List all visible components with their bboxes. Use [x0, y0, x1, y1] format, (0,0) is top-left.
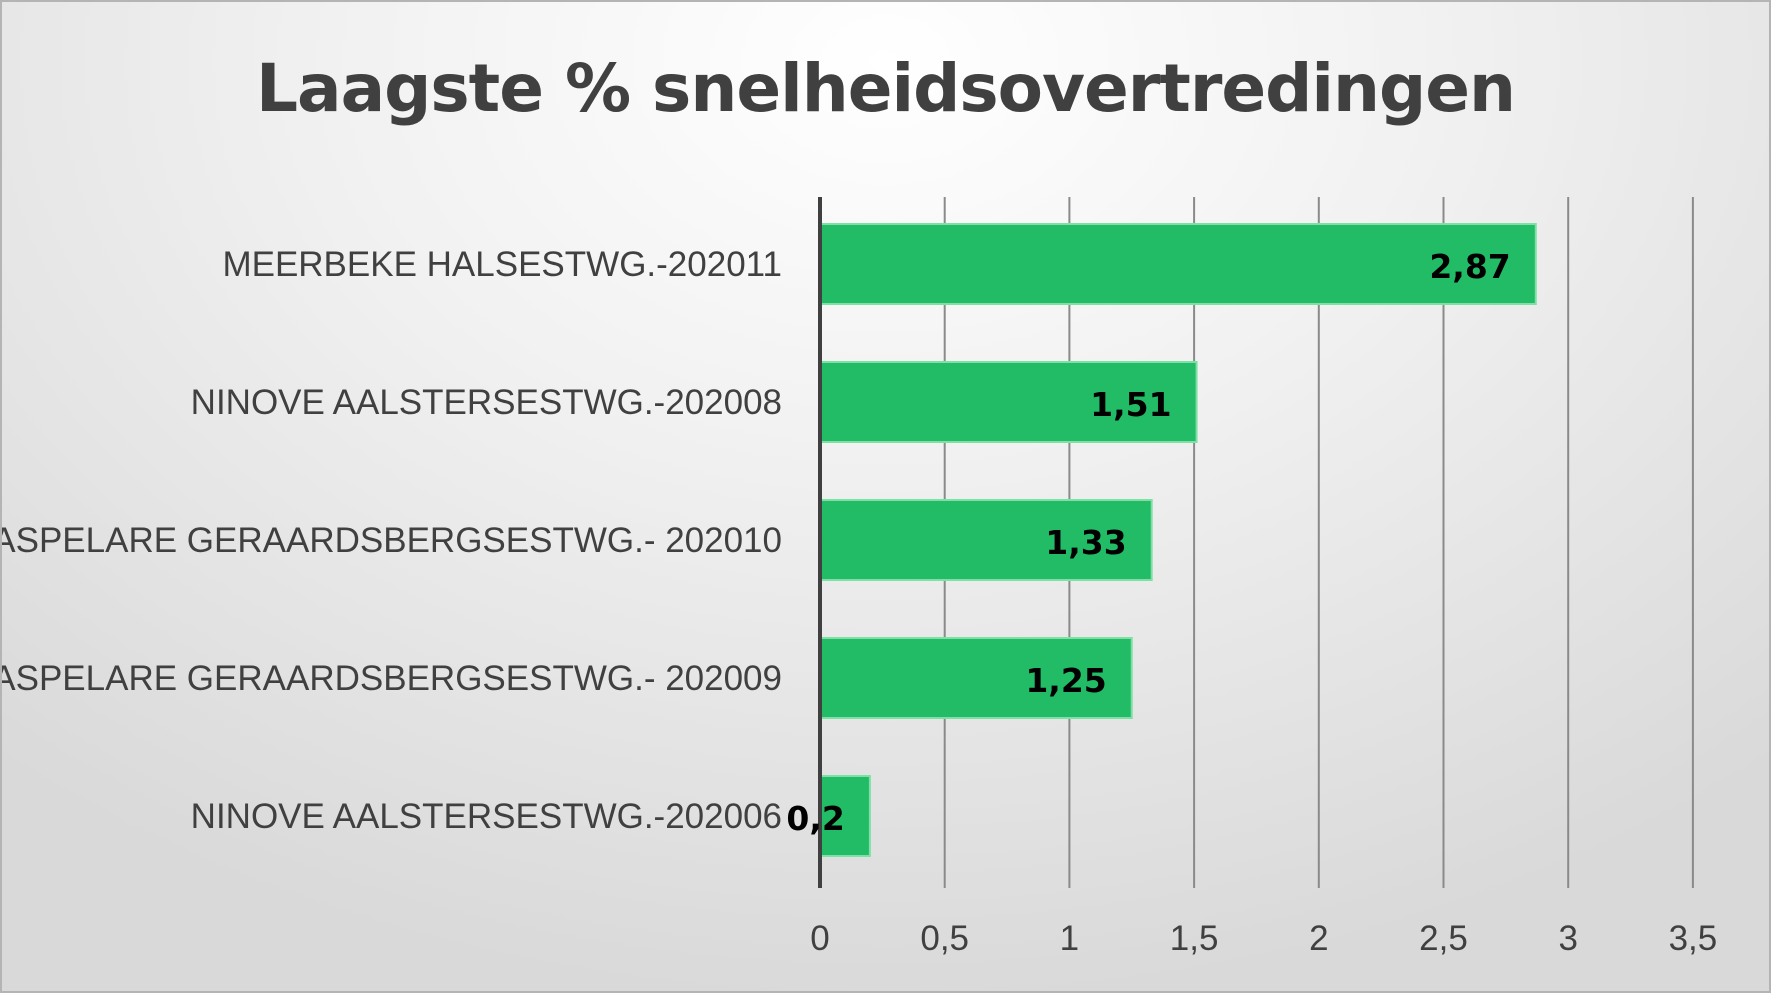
bar-0	[819, 223, 1537, 305]
x-tick-label-3: 1,5	[1170, 919, 1219, 958]
category-labels: MEERBEKE HALSESTWG.-202011 NINOVE AALSTER…	[2, 245, 782, 836]
chart-title: Laagste % snelheidsovertredingen	[256, 50, 1516, 127]
category-label-2: ASPELARE GERAARDSBERGSESTWG.- 202010	[2, 521, 782, 560]
x-tick-label-5: 2,5	[1419, 919, 1468, 958]
x-tick-label-1: 0,5	[920, 919, 969, 958]
category-label-0: MEERBEKE HALSESTWG.-202011	[222, 245, 782, 284]
value-label-1: 1,51	[1090, 385, 1171, 424]
category-label-3: ASPELARE GERAARDSBERGSESTWG.- 202009	[2, 659, 782, 698]
value-labels: 2,87 1,51 1,33 1,25 0,2	[786, 247, 1510, 838]
x-tick-labels: 0 0,5 1 1,5 2 2,5 3 3,5	[810, 919, 1717, 958]
value-label-3: 1,25	[1025, 661, 1106, 700]
category-label-1: NINOVE AALSTERSESTWG.-202008	[191, 383, 782, 422]
category-label-4: NINOVE AALSTERSESTWG.-202006	[191, 797, 782, 836]
x-tick-label-2: 1	[1060, 919, 1079, 958]
value-label-4: 0,2	[786, 799, 844, 838]
x-tick-label-0: 0	[810, 919, 829, 958]
x-tick-label-6: 3	[1558, 919, 1577, 958]
value-label-0: 2,87	[1429, 247, 1510, 286]
bars	[819, 223, 1537, 857]
x-tick-label-4: 2	[1309, 919, 1328, 958]
x-tick-label-7: 3,5	[1669, 919, 1718, 958]
value-label-2: 1,33	[1045, 523, 1126, 562]
